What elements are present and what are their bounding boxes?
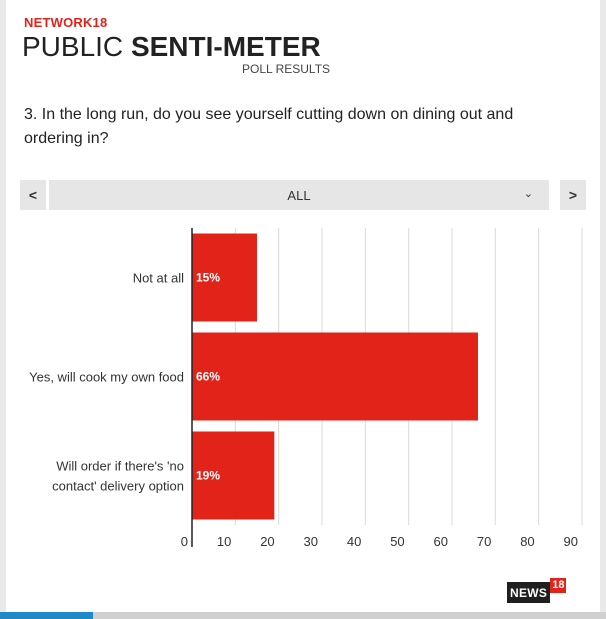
scroll-track[interactable] (0, 612, 606, 619)
prev-button[interactable]: < (20, 180, 46, 210)
logo-word: NEWS (507, 582, 551, 603)
x-tick-label: 0 (181, 534, 188, 549)
news18-logo: NEWS 18 (507, 578, 567, 603)
x-tick-label: 20 (260, 534, 274, 549)
page-subtitle: POLL RESULTS (242, 62, 331, 76)
category-label: Yes, will cook my own food (29, 370, 184, 385)
x-tick-label: 90 (564, 534, 578, 549)
category-label: Not at all (133, 271, 184, 286)
next-button[interactable]: > (560, 180, 586, 210)
x-tick-label: 70 (477, 534, 491, 549)
bar (192, 233, 257, 322)
brand-label: NETWORK18 (24, 15, 108, 30)
poll-question: 3. In the long run, do you see yourself … (24, 106, 514, 147)
x-tick-label: 40 (347, 534, 361, 549)
category-label: contact' delivery option (52, 479, 184, 494)
scroll-thumb[interactable] (0, 612, 93, 619)
x-tick-label: 50 (390, 534, 404, 549)
bar (192, 431, 275, 520)
x-tick-label: 30 (304, 534, 318, 549)
bar-chart: 0 10 20 30 40 50 60 70 80 90 15% Not at all 66% Yes, … (29, 228, 583, 549)
x-tick-label: 60 (434, 534, 448, 549)
x-tick-label: 80 (520, 534, 534, 549)
chevron-down-icon: ⌄ (523, 188, 533, 200)
category-label: Will order if there's 'no (56, 459, 184, 474)
data-label: 15% (196, 271, 220, 285)
filter-value: ALL (287, 188, 311, 203)
chevron-right-icon: > (568, 187, 578, 203)
page-title: PUBLIC SENTI-METER (22, 30, 321, 64)
chevron-left-icon: < (28, 187, 38, 203)
data-label: 19% (196, 469, 220, 483)
bar (192, 332, 478, 421)
title-bold: SENTI-METER (130, 31, 321, 62)
title-light: PUBLIC (22, 31, 131, 62)
filter-dropdown[interactable]: ALL ⌄ (49, 180, 549, 210)
poll-card: NETWORK18 PUBLIC SENTI-METER POLL RESULT… (6, 0, 600, 612)
data-label: 66% (196, 370, 220, 384)
logo-number: 18 (550, 578, 567, 593)
x-tick-label: 10 (217, 534, 231, 549)
